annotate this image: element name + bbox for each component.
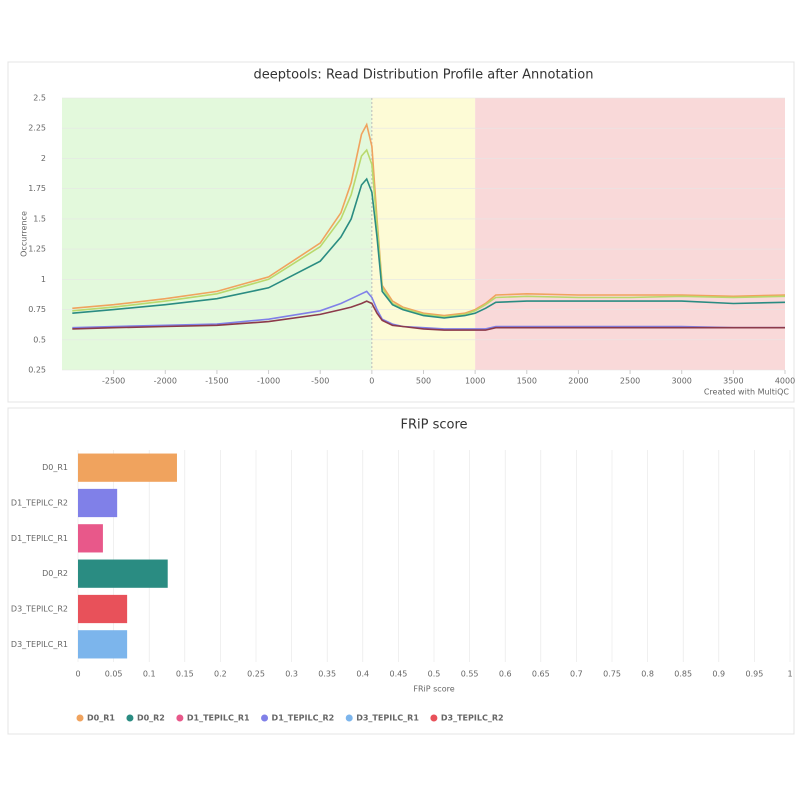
x-tick-label: 0.25 [247,670,265,679]
x-tick-label: 0.4 [356,670,369,679]
y-tick-label: 2.25 [28,124,46,133]
x-tick-label: 3500 [723,377,743,386]
x-tick-label: 0.1 [143,670,156,679]
legend-label: D3_TEPILC_R2 [441,714,504,723]
y-tick-label: 1 [41,275,46,284]
plot-band [62,98,372,370]
legend-marker [126,714,134,722]
chart-title: FRiP score [400,418,467,433]
y-tick-label: 1.5 [33,214,46,223]
bar [78,594,128,624]
x-tick-label: 0.7 [570,670,583,679]
x-tick-label: -500 [311,377,329,386]
x-tick-label: 0.6 [499,670,512,679]
y-tick-label: D1_TEPILC_R1 [11,534,68,543]
plot-band [475,98,785,370]
y-tick-label: D3_TEPILC_R1 [11,640,68,649]
y-axis-label: Occurrence [20,211,29,257]
legend-label: D1_TEPILC_R2 [272,714,335,723]
x-tick-label: 0.5 [428,670,441,679]
legend-label: D1_TEPILC_R1 [187,714,250,723]
x-tick-label: 0.15 [176,670,194,679]
plot-band [371,98,476,370]
chart-frame [7,407,795,735]
x-tick-label: 1000 [465,377,485,386]
y-tick-label: D1_TEPILC_R2 [11,499,68,508]
bar [78,524,103,553]
y-tick-label: 2 [41,154,46,163]
legend-marker [345,714,353,722]
bar [78,559,168,588]
x-tick-label: 0.85 [674,670,692,679]
x-tick-label: 0.95 [745,670,763,679]
y-tick-label: D0_R1 [42,463,68,472]
x-tick-label: 4000 [775,377,795,386]
x-tick-label: 1 [787,670,792,679]
legend-label: D0_R2 [137,714,165,723]
x-tick-label: 500 [416,377,431,386]
x-tick-label: -2000 [154,377,177,386]
x-tick-label: -2500 [102,377,125,386]
x-tick-label: -1000 [257,377,280,386]
x-tick-label: 2000 [568,377,588,386]
x-tick-label: 3000 [672,377,692,386]
chart-title: deeptools: Read Distribution Profile aft… [254,68,594,83]
x-tick-label: 0.75 [603,670,621,679]
series-line [72,122,786,317]
y-tick-label: 2.5 [33,94,46,103]
legend-marker [261,714,269,722]
legend-marker [76,714,84,722]
bar [78,488,118,518]
x-tick-label: 0.55 [461,670,479,679]
x-tick-label: 0.45 [389,670,407,679]
chart-frame [7,61,795,403]
x-tick-label: 0.2 [214,670,227,679]
x-tick-label: 0.8 [641,670,654,679]
y-tick-label: 0.5 [33,335,46,344]
bar [78,630,128,659]
series-line [72,290,785,330]
y-tick-label: 0.75 [28,305,46,314]
y-tick-label: D3_TEPILC_R2 [11,605,68,614]
x-tick-label: 0 [75,670,80,679]
series-line [72,300,785,331]
x-tick-label: 0.3 [285,670,298,679]
y-tick-label: D0_R2 [42,569,68,578]
x-tick-label: 0.05 [105,670,123,679]
x-tick-label: -1500 [205,377,228,386]
x-axis-label: FRiP score [413,685,454,694]
credit: Created with MultiQC [704,388,790,397]
y-tick-label: 1.75 [28,184,46,193]
x-tick-label: 0.65 [532,670,550,679]
x-tick-label: 1500 [517,377,537,386]
legend-label: D3_TEPILC_R1 [356,714,419,723]
legend-marker [176,714,184,722]
legend-marker [430,714,438,722]
x-tick-label: 0.9 [712,670,725,679]
series-line [72,177,786,319]
bar [78,453,177,482]
y-tick-label: 0.25 [28,366,46,375]
x-tick-label: 2500 [620,377,640,386]
x-tick-label: 0.35 [318,670,336,679]
x-tick-label: 0 [369,377,374,386]
y-tick-label: 1.25 [28,245,46,254]
legend-label: D0_R1 [87,714,115,723]
